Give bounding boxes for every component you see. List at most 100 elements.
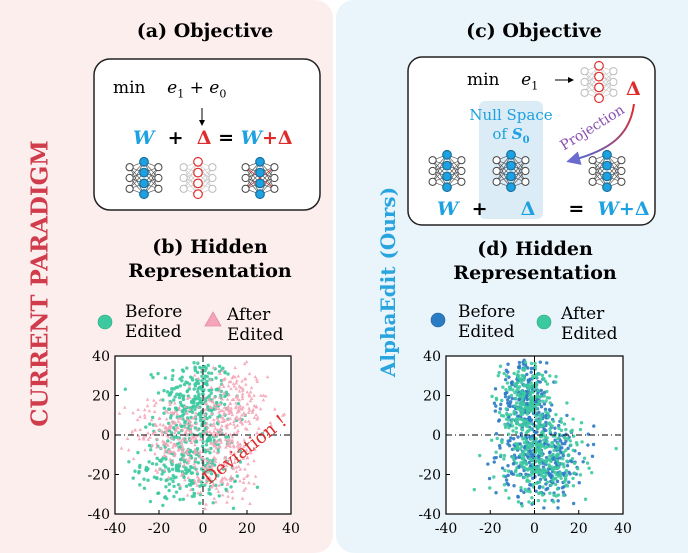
data-point	[163, 425, 168, 429]
data-point	[553, 482, 558, 487]
data-point	[117, 411, 122, 415]
data-point	[226, 383, 231, 388]
data-point	[224, 477, 229, 481]
data-point	[231, 506, 236, 511]
data-point	[529, 399, 534, 403]
data-point	[217, 364, 222, 369]
data-point	[195, 474, 200, 479]
data-point	[545, 439, 549, 444]
data-point	[195, 472, 200, 476]
data-point	[552, 476, 556, 480]
data-point	[539, 394, 543, 399]
data-point	[497, 370, 501, 375]
data-point	[486, 462, 490, 466]
data-point	[515, 473, 519, 477]
right-network-W	[428, 149, 466, 193]
data-point	[170, 377, 174, 382]
data-point	[243, 376, 248, 381]
data-point	[509, 436, 513, 440]
data-point	[207, 462, 211, 466]
data-point	[188, 395, 192, 399]
data-point	[228, 478, 233, 482]
data-point	[206, 363, 210, 368]
data-point	[541, 485, 545, 489]
data-point	[180, 446, 185, 450]
data-point	[556, 436, 560, 441]
data-point	[572, 461, 577, 465]
data-point	[228, 401, 232, 406]
data-point	[534, 418, 539, 422]
data-point	[153, 422, 158, 426]
data-point	[564, 427, 568, 432]
data-point	[214, 439, 218, 443]
data-point	[209, 472, 214, 476]
data-point	[533, 441, 538, 446]
data-point	[222, 391, 226, 395]
data-point	[540, 468, 544, 473]
data-point	[148, 499, 153, 504]
data-point	[204, 429, 209, 433]
data-point	[554, 380, 558, 384]
data-point	[539, 405, 544, 409]
data-point	[231, 465, 235, 469]
data-point	[528, 490, 532, 494]
data-point	[540, 457, 544, 462]
data-point	[125, 436, 130, 441]
data-point	[518, 473, 522, 478]
y-tick-label: 40	[423, 349, 441, 365]
data-point	[220, 493, 225, 497]
data-point	[530, 496, 534, 500]
data-point	[201, 464, 205, 468]
data-point	[561, 490, 566, 494]
left-legend-before: Before Edited	[125, 302, 182, 342]
data-point	[234, 404, 239, 408]
data-point	[552, 465, 557, 470]
data-point	[524, 424, 528, 428]
data-point	[164, 485, 168, 489]
data-point	[164, 417, 169, 421]
data-point	[162, 406, 166, 410]
data-point	[517, 397, 522, 401]
data-point	[522, 475, 526, 480]
data-point	[248, 421, 252, 425]
data-point	[149, 373, 153, 377]
data-point	[146, 437, 151, 441]
data-point	[536, 498, 541, 503]
data-point	[518, 378, 522, 382]
data-point	[509, 380, 514, 385]
data-point	[237, 384, 242, 388]
data-point	[178, 377, 182, 381]
data-point	[219, 429, 224, 434]
data-point	[503, 422, 507, 427]
data-point	[154, 423, 159, 428]
data-point	[527, 500, 531, 504]
left-e0-subscript: 0	[219, 87, 227, 101]
hidden-title-d-line2: Representation	[453, 262, 617, 284]
left-eq-rhs-delta: Δ	[277, 127, 293, 149]
left-legend-before-marker	[97, 314, 113, 330]
data-point	[192, 491, 197, 496]
data-point	[538, 439, 542, 443]
data-point	[214, 400, 219, 405]
data-point	[532, 386, 536, 391]
data-point	[204, 480, 209, 485]
data-point	[151, 415, 155, 420]
data-point	[222, 462, 226, 466]
data-point	[556, 499, 560, 503]
data-point	[562, 422, 567, 426]
data-point	[531, 462, 535, 467]
data-point	[536, 423, 541, 428]
data-point	[255, 485, 260, 489]
data-point	[170, 467, 175, 472]
data-point	[520, 463, 524, 468]
data-point	[571, 476, 575, 481]
data-point	[222, 405, 227, 409]
right-e1-label: e	[521, 70, 532, 90]
data-point	[556, 423, 561, 428]
data-point	[217, 406, 221, 411]
data-point	[502, 453, 507, 458]
data-point	[222, 402, 227, 407]
data-point	[565, 459, 569, 463]
data-point	[174, 385, 178, 390]
data-point	[506, 473, 510, 478]
